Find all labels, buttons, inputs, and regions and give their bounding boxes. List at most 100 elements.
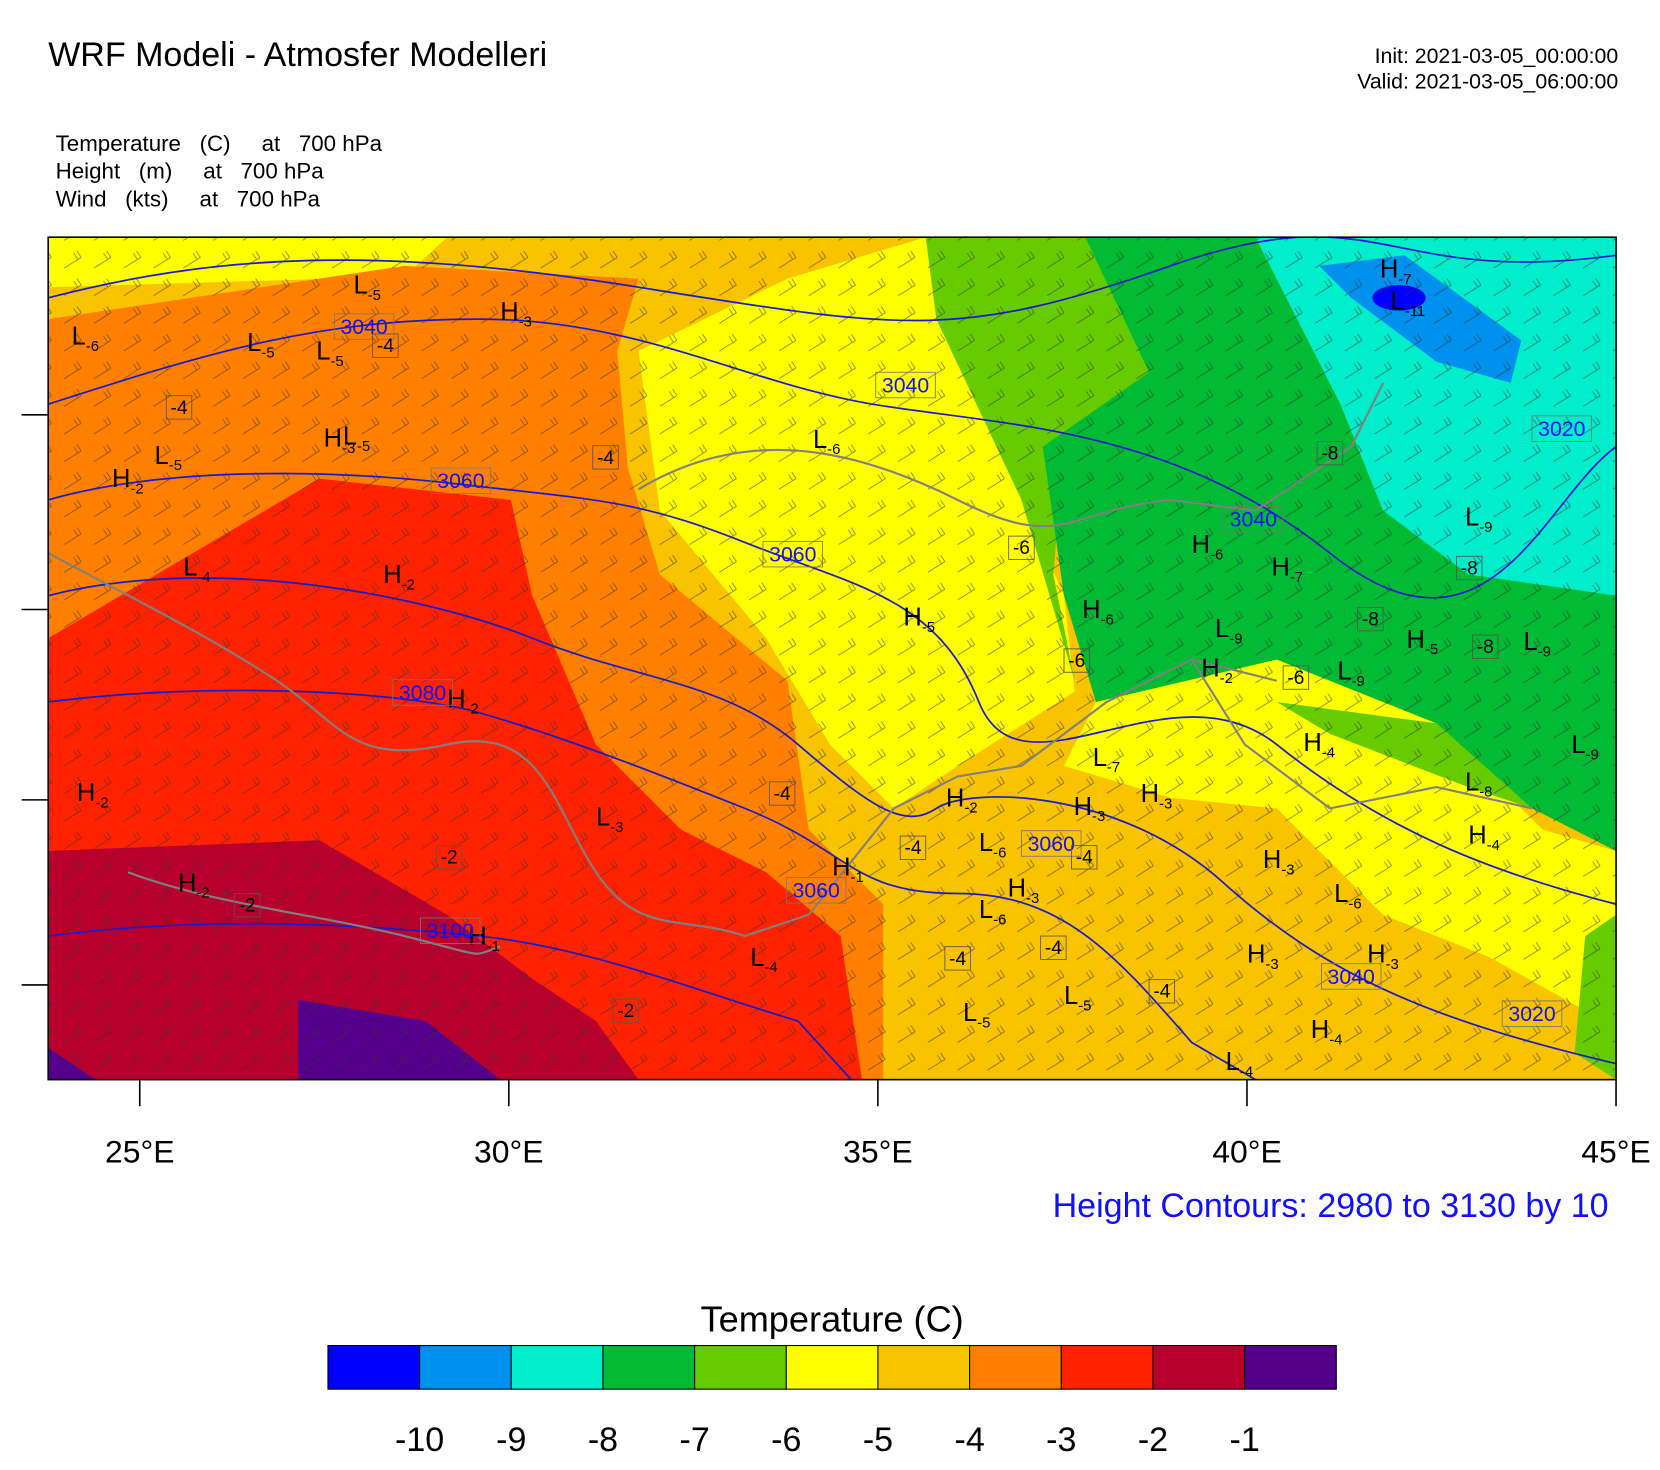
center-symbol: H xyxy=(1074,793,1092,821)
contour-label-box xyxy=(333,313,395,340)
center-value: -6 xyxy=(827,442,840,458)
center-symbol: H xyxy=(1201,654,1219,682)
center-value: -3 xyxy=(342,441,355,457)
temp-label-box xyxy=(1008,535,1035,560)
pressure-center: H-3 xyxy=(1263,846,1295,878)
pressure-center: H-2 xyxy=(1201,654,1233,686)
center-value: -6 xyxy=(86,339,99,355)
temp-label-box xyxy=(768,781,796,806)
init-time: Init: 2021-03-05_00:00:00 xyxy=(1375,44,1619,68)
center-value: -5 xyxy=(1425,642,1438,658)
lon-tick-label: 25°E xyxy=(105,1134,175,1170)
lon-tick-label: 35°E xyxy=(843,1134,913,1170)
center-symbol: L xyxy=(979,896,993,924)
center-symbol: L xyxy=(1337,658,1351,686)
contour-label: 3100 xyxy=(427,919,474,943)
center-symbol: L xyxy=(155,442,169,470)
center-value: -6 xyxy=(1101,612,1114,628)
center-symbol: L xyxy=(1524,628,1538,656)
center-symbol: H xyxy=(1141,780,1159,808)
temp-label-box xyxy=(592,445,619,470)
temp-label-box xyxy=(612,998,639,1023)
center-value: -3 xyxy=(1386,957,1399,973)
center-value: -2 xyxy=(95,795,108,811)
pressure-center: H-6 xyxy=(1082,596,1114,628)
center-symbol: L xyxy=(963,999,977,1027)
temp-label-box xyxy=(436,845,463,870)
field-label: Height (m) at 700 hPa xyxy=(56,159,325,184)
colorbar-label: -6 xyxy=(771,1421,801,1459)
center-symbol: H xyxy=(1082,596,1100,624)
pressure-center: H-7 xyxy=(1380,256,1412,288)
center-value: -5 xyxy=(357,439,370,455)
center-symbol: L xyxy=(1571,731,1585,759)
pressure-center: L-4 xyxy=(750,944,777,976)
center-value: -1 xyxy=(487,939,500,955)
center-symbol: L xyxy=(813,426,827,454)
center-symbol: L xyxy=(72,323,86,351)
center-value: -6 xyxy=(1210,547,1223,563)
temp-label-box xyxy=(944,946,971,971)
center-value: -5 xyxy=(1078,998,1091,1014)
contour-label: 3020 xyxy=(1538,417,1585,441)
center-symbol: L xyxy=(353,272,367,300)
pressure-center: H-3 xyxy=(1008,875,1040,907)
field-label: Temperature (C) at 700 hPa xyxy=(56,131,383,156)
center-value: -3 xyxy=(1159,796,1172,812)
pressure-center: H-2 xyxy=(447,685,479,717)
center-value: -4 xyxy=(1322,745,1335,761)
pressure-center: H-1 xyxy=(832,853,864,885)
pressure-center: H-2 xyxy=(383,561,415,593)
lon-tick-label: 30°E xyxy=(474,1134,544,1170)
center-value: -6 xyxy=(1348,896,1361,912)
center-value: -5 xyxy=(368,288,381,304)
center-value: -3 xyxy=(1092,809,1105,825)
center-symbol: H xyxy=(1008,875,1026,903)
pressure-center: L-9 xyxy=(1215,615,1242,647)
center-symbol: L xyxy=(1093,744,1107,772)
temp-label-box xyxy=(1472,634,1499,659)
center-symbol: L xyxy=(316,338,330,366)
pressure-center: L-4 xyxy=(1226,1048,1253,1080)
center-value: -5 xyxy=(261,345,274,361)
colorbar-swatch xyxy=(877,1345,971,1390)
center-symbol: H xyxy=(112,465,130,493)
center-value: -3 xyxy=(1265,957,1278,973)
temp-label: -8 xyxy=(1461,558,1478,579)
pressure-center: L-5 xyxy=(353,272,380,304)
center-value: -5 xyxy=(977,1016,990,1032)
temp-label-box xyxy=(1456,555,1483,581)
temp-label: -8 xyxy=(1321,444,1338,465)
temp-label: -4 xyxy=(597,448,614,469)
pressure-center: H-3 xyxy=(500,298,532,330)
temp-label: -2 xyxy=(617,1001,634,1022)
pressure-center: H-3 xyxy=(1367,941,1399,973)
temperature-field xyxy=(48,237,1617,1080)
colorbar-label: -2 xyxy=(1138,1421,1168,1459)
center-value: -6 xyxy=(993,912,1006,928)
center-value: -9 xyxy=(1538,644,1551,660)
center-value: -3 xyxy=(610,820,623,836)
center-value: -5 xyxy=(330,354,343,370)
pressure-center: L-5 xyxy=(1064,982,1091,1014)
colorbar-label: -8 xyxy=(588,1421,618,1459)
center-value: -4 xyxy=(1240,1064,1253,1080)
contour-label-box xyxy=(1531,415,1593,442)
pressure-center: L-9 xyxy=(1337,658,1364,690)
center-value: -2 xyxy=(130,482,143,498)
center-symbol: L xyxy=(1215,615,1229,643)
contour-label: 3060 xyxy=(437,469,484,493)
pressure-center: H-3 xyxy=(1247,941,1279,973)
pressure-center: L-4 xyxy=(183,553,210,585)
contour-label-box xyxy=(392,679,453,706)
colorbar-label: -3 xyxy=(1046,1421,1076,1459)
center-symbol: H xyxy=(1247,941,1265,969)
colorbar-label: -9 xyxy=(496,1421,526,1459)
temp-label: -8 xyxy=(1477,637,1494,658)
temp-label: -2 xyxy=(239,896,256,917)
center-symbol: H xyxy=(178,869,196,897)
temp-label-box xyxy=(1357,606,1384,632)
center-symbol: L xyxy=(1391,288,1405,316)
contour-label: 3040 xyxy=(340,315,387,339)
pressure-center: L-6 xyxy=(1334,880,1361,912)
